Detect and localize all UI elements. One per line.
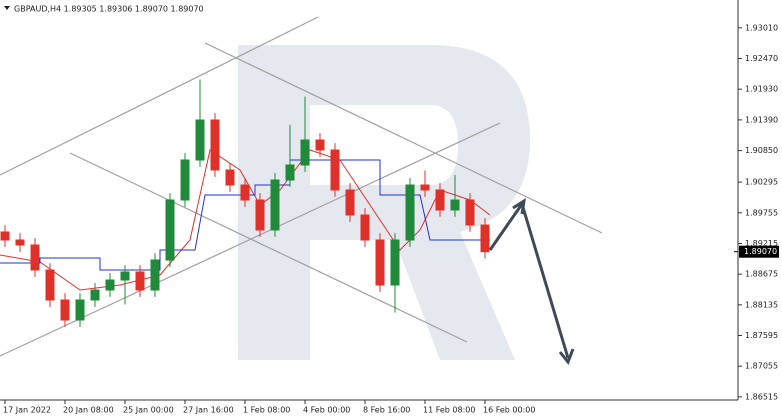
candle-body <box>30 244 40 271</box>
candle-body <box>255 199 265 231</box>
candle-body <box>390 239 400 286</box>
channel-line <box>204 42 603 234</box>
y-tick-label: 1.91930 <box>745 85 778 94</box>
y-tick-label: 1.88135 <box>745 300 778 309</box>
chart-title: GBPAUD,H4 1.89305 1.89306 1.89070 1.8907… <box>14 5 204 14</box>
y-tick-label: 1.88675 <box>745 270 778 279</box>
candle-body <box>0 231 10 241</box>
candle-body <box>375 239 385 286</box>
candle-body <box>285 164 295 181</box>
y-tick-label: 1.93010 <box>745 23 778 32</box>
x-tick-label: 25 Jan 00:00 <box>123 406 174 415</box>
x-tick-label: 16 Feb 00:00 <box>483 406 535 415</box>
y-tick-label: 1.92470 <box>745 54 778 63</box>
x-tick-label: 20 Jan 08:00 <box>63 406 114 415</box>
candle-body <box>150 259 160 291</box>
candle-body <box>225 169 235 186</box>
channel-line <box>69 152 468 343</box>
y-tick-label: 1.90295 <box>745 178 778 187</box>
candle-body <box>405 184 415 241</box>
y-tick-label: 1.90850 <box>745 146 778 155</box>
candle-body <box>105 279 115 291</box>
candle-body <box>465 199 475 226</box>
forecast-arrows <box>488 197 575 365</box>
candle-body <box>450 199 460 211</box>
arrow-head <box>512 197 526 215</box>
candle-body <box>330 149 340 191</box>
current-price-box <box>739 245 779 258</box>
candle-body <box>180 159 190 201</box>
candle-body <box>435 189 445 211</box>
candle-body <box>90 289 100 301</box>
candle-body <box>60 299 70 321</box>
x-tick-label: 27 Jan 16:00 <box>183 406 234 415</box>
candle-body <box>480 224 490 253</box>
x-tick-label: 1 Feb 08:00 <box>243 406 290 415</box>
baseline-indicator <box>0 159 490 271</box>
candle-body <box>300 139 310 166</box>
candle-body <box>240 184 250 201</box>
candle-body <box>75 299 85 321</box>
arrow-head <box>558 348 575 365</box>
candle-body <box>345 189 355 216</box>
y-tick-label: 1.87595 <box>745 331 778 340</box>
menu-icon[interactable] <box>4 6 10 10</box>
candle-body <box>165 199 175 261</box>
candle-body <box>210 119 220 171</box>
candle-body <box>45 269 55 301</box>
candle-body <box>120 271 130 281</box>
candle-body <box>195 119 205 161</box>
y-tick-label: 1.91390 <box>745 115 778 124</box>
candle-body <box>360 214 370 241</box>
current-price-label: 1.89070 <box>744 247 777 256</box>
candle-body <box>135 271 145 291</box>
candle-body <box>15 239 25 246</box>
x-tick-label: 8 Feb 16:00 <box>363 406 410 415</box>
candle-body <box>270 179 280 231</box>
candle-body <box>420 184 430 191</box>
y-tick-label: 1.87055 <box>745 362 778 371</box>
y-tick-label: 1.86515 <box>745 392 778 401</box>
y-tick-label: 1.89215 <box>745 239 778 248</box>
x-tick-label: 4 Feb 00:00 <box>303 406 350 415</box>
watermark <box>238 45 530 360</box>
y-tick-label: 1.89755 <box>745 208 778 217</box>
candle-body <box>315 139 325 151</box>
channel-line <box>0 16 319 176</box>
x-tick-label: 11 Feb 08:00 <box>423 406 475 415</box>
x-tick-label: 17 Jan 2022 <box>3 406 51 415</box>
